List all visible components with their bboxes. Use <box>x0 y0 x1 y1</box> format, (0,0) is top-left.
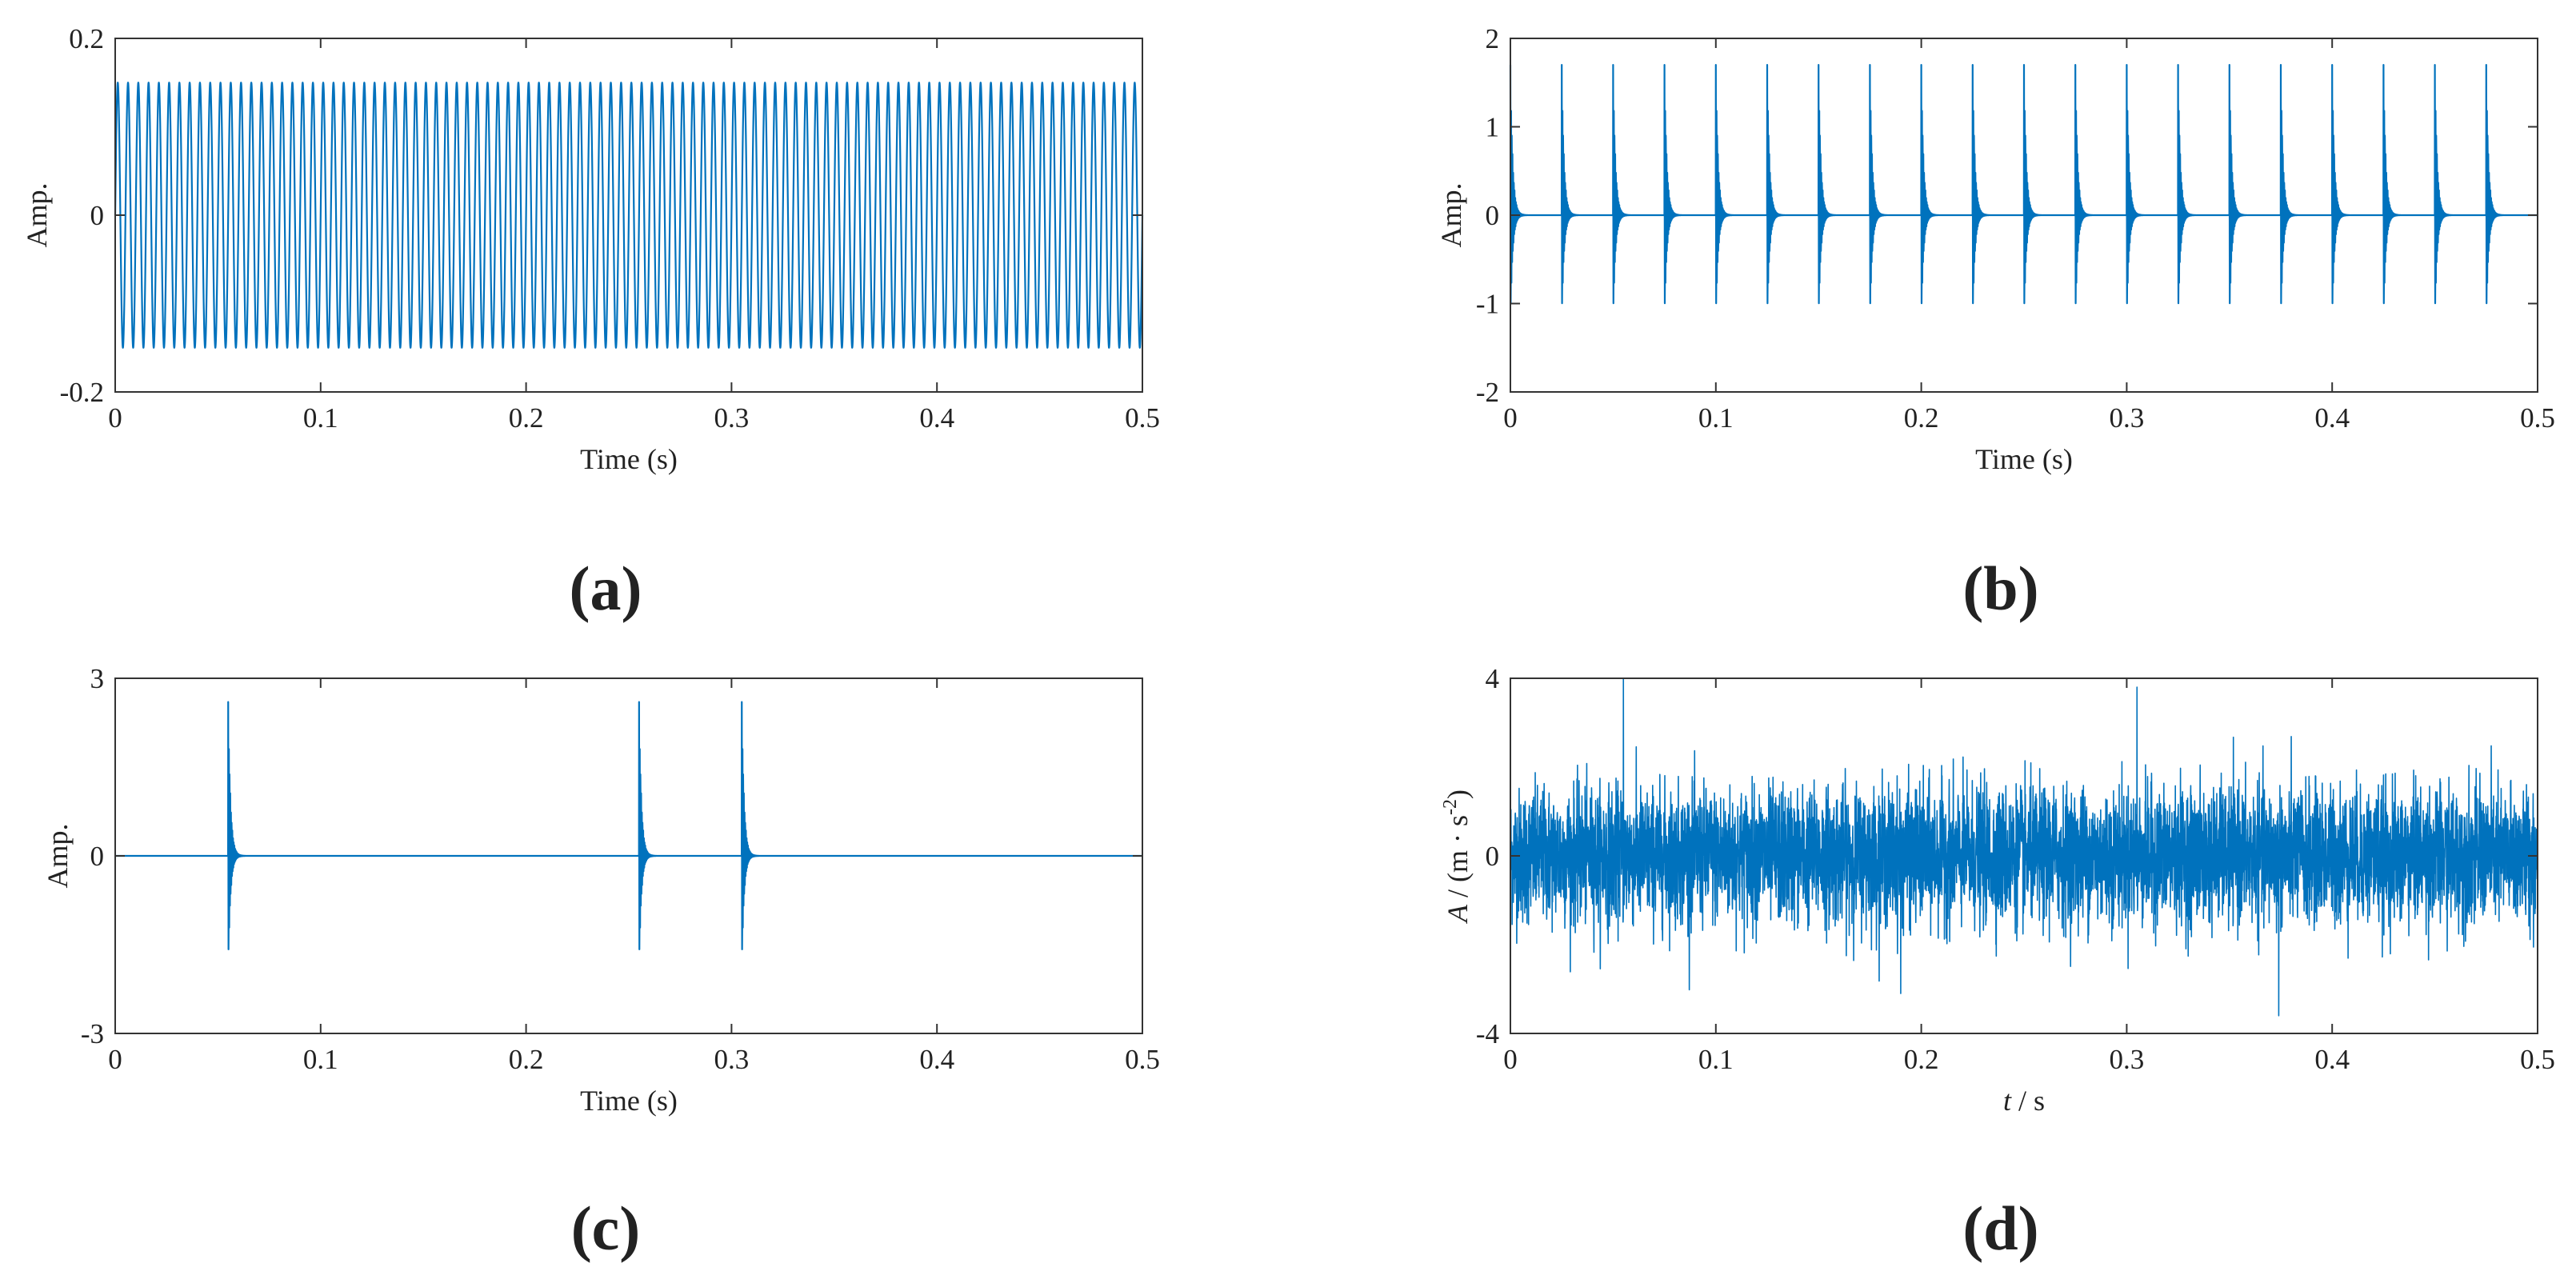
y-tick-label: -2 <box>1476 377 1499 408</box>
y-tick-label: 3 <box>90 663 105 694</box>
x-tick-label: 0.3 <box>714 402 750 434</box>
panel-d: 0 0.1 0.2 0.3 0.4 0.5 -404 t / s A / (m · s-2… <box>1440 663 2555 1263</box>
series-line-b <box>1509 64 2538 305</box>
x-tick-label: 0 <box>1503 402 1518 434</box>
series-line-d <box>1510 678 2538 1017</box>
y-tick-label: 1 <box>1486 112 1500 143</box>
y-axis-label-d-symbol: A <box>1442 904 1474 924</box>
x-tick-label: 0 <box>108 402 122 434</box>
y-tick-label: -4 <box>1476 1018 1499 1049</box>
series-line-c <box>114 701 1143 950</box>
x-tick-label: 0.5 <box>2520 402 2555 434</box>
x-tick-label: 0.4 <box>2314 402 2350 434</box>
x-tick-label: 0.3 <box>2110 402 2145 434</box>
panel-caption-d: (d) <box>1962 1193 2038 1263</box>
x-tick-label: 0.3 <box>2110 1044 2145 1075</box>
y-tick-label: 0 <box>1486 200 1500 231</box>
y-tick-label: -3 <box>81 1018 104 1049</box>
x-tick-label: 0.2 <box>1904 402 1939 434</box>
y-axis-label-d-exponent: -2 <box>1440 799 1461 815</box>
x-tick-label: 0.2 <box>1904 1044 1939 1075</box>
x-tick-label: 0.5 <box>1125 402 1160 434</box>
x-tick-label: 0.1 <box>1698 1044 1734 1075</box>
x-tick-label: 0 <box>1503 1044 1518 1075</box>
y-tick-label: 2 <box>1486 23 1500 54</box>
y-ticks-c: -3 0 3 <box>81 663 1142 1049</box>
x-tick-label: 0.5 <box>1125 1044 1160 1075</box>
y-tick-label: 0 <box>90 200 105 231</box>
panel-caption-a: (a) <box>570 554 642 623</box>
plot-area-d <box>1510 678 2538 1017</box>
x-tick-label: 0.1 <box>1698 402 1734 434</box>
y-tick-label: -0.2 <box>60 377 104 408</box>
y-ticks-a: -0.2 0 0.2 <box>60 23 1142 408</box>
panel-b: 0 0.1 0.2 0.3 0.4 0.5 -2 -1 0 1 2 Time (s) Amp. (… <box>1435 23 2555 623</box>
panel-caption-c: (c) <box>571 1193 641 1263</box>
plot-area-a <box>114 82 1144 349</box>
x-tick-label: 0.1 <box>303 1044 338 1075</box>
panel-a: 0 0.1 0.2 0.3 0.4 0.5 -0.200.2 Time (s) Amp. … <box>21 23 1160 623</box>
x-tick-label: 0.4 <box>2314 1044 2350 1075</box>
x-axis-label-c: Time (s) <box>580 1085 678 1117</box>
x-tick-label: 0.3 <box>714 1044 750 1075</box>
y-tick-label: 4 <box>1486 663 1500 694</box>
x-tick-label: 0.2 <box>509 402 544 434</box>
y-tick-label: 0 <box>1486 841 1500 872</box>
y-axis-label-d-unit: / (m · s <box>1442 815 1474 905</box>
y-ticks-d: -4 0 4 <box>1476 663 2538 1049</box>
x-ticks-d: 0 0.1 0.2 0.3 0.4 0.5 <box>1503 678 2555 1075</box>
x-tick-label: 0 <box>108 1044 122 1075</box>
plot-area-b <box>1509 64 2538 305</box>
x-ticks-a: 0 0.1 0.2 0.3 0.4 0.5 <box>108 38 1160 434</box>
y-axis-label-c: Amp. <box>42 824 74 889</box>
x-tick-label: 0.4 <box>919 1044 954 1075</box>
x-axis-label-a: Time (s) <box>580 443 678 475</box>
y-axis-label-b: Amp. <box>1435 183 1467 248</box>
x-axis-label-b: Time (s) <box>1975 443 2073 475</box>
y-axis-label-a: Amp. <box>21 183 53 248</box>
y-ticks-b: -2 -1 0 1 2 <box>1476 23 2538 408</box>
x-axis-label-d-symbol: t <box>2003 1085 2012 1117</box>
y-tick-label: -1 <box>1476 289 1499 320</box>
y-axis-label-d-close: ) <box>1442 789 1474 799</box>
x-axis-label-d: t / s <box>2003 1085 2045 1117</box>
series-line-a <box>114 82 1144 349</box>
x-tick-label: 0.5 <box>2520 1044 2555 1075</box>
y-tick-label: 0 <box>90 841 105 872</box>
y-axis-label-d: A / (m · s-2) <box>1440 789 1474 924</box>
x-tick-label: 0.2 <box>509 1044 544 1075</box>
x-axis-label-d-unit: / s <box>2011 1085 2045 1117</box>
plot-area-c <box>114 701 1143 950</box>
x-ticks-c: 0 0.1 0.2 0.3 0.4 0.5 <box>108 678 1160 1075</box>
y-tick-label: 0.2 <box>69 23 104 54</box>
x-ticks-b: 0 0.1 0.2 0.3 0.4 0.5 <box>1503 38 2555 434</box>
x-tick-label: 0.1 <box>303 402 338 434</box>
x-tick-label: 0.4 <box>919 402 954 434</box>
panel-caption-b: (b) <box>1962 554 2038 623</box>
panel-c: 0 0.1 0.2 0.3 0.4 0.5 -303 Time (s) Amp. (c) <box>42 663 1160 1263</box>
